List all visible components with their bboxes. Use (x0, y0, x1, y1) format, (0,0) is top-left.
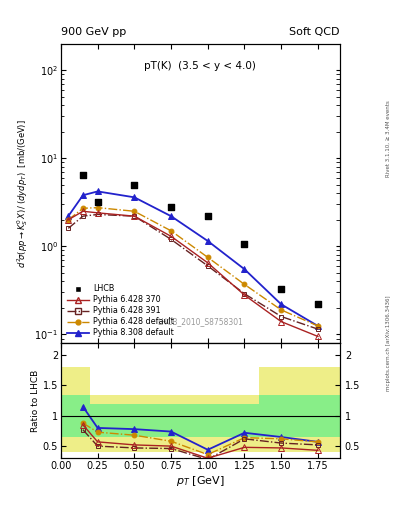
X-axis label: $p_T$ [GeV]: $p_T$ [GeV] (176, 474, 225, 488)
Point (131, 181, 138, 189)
Point (94, 198, 101, 206)
Point (168, 203, 174, 211)
Point (278, 285, 285, 293)
Y-axis label: Ratio to LHCB: Ratio to LHCB (31, 370, 40, 432)
Text: 900 GeV pp: 900 GeV pp (61, 27, 126, 37)
Y-axis label: $d^2\!\sigma(pp{\to}K^0_S\,X)\,/\,(dydp_T)$  [mb/(GeV)]: $d^2\!\sigma(pp{\to}K^0_S\,X)\,/\,(dydp_… (15, 119, 30, 268)
Point (241, 241, 248, 249)
Point (80, 170, 86, 179)
Text: Soft QCD: Soft QCD (290, 27, 340, 37)
Point (205, 212, 211, 220)
Legend: LHCB, Pythia 6.428 370, Pythia 6.428 391, Pythia 6.428 default, Pythia 8.308 def: LHCB, Pythia 6.428 370, Pythia 6.428 391… (65, 283, 176, 339)
Text: mcplots.cern.ch [arXiv:1306.3436]: mcplots.cern.ch [arXiv:1306.3436] (386, 295, 391, 391)
Point (315, 300, 321, 308)
Text: pT(K)  (3.5 < y < 4.0): pT(K) (3.5 < y < 4.0) (145, 61, 256, 72)
Text: Rivet 3.1.10, ≥ 3.4M events: Rivet 3.1.10, ≥ 3.4M events (386, 100, 391, 177)
Text: LHCB_2010_S8758301: LHCB_2010_S8758301 (158, 317, 243, 327)
